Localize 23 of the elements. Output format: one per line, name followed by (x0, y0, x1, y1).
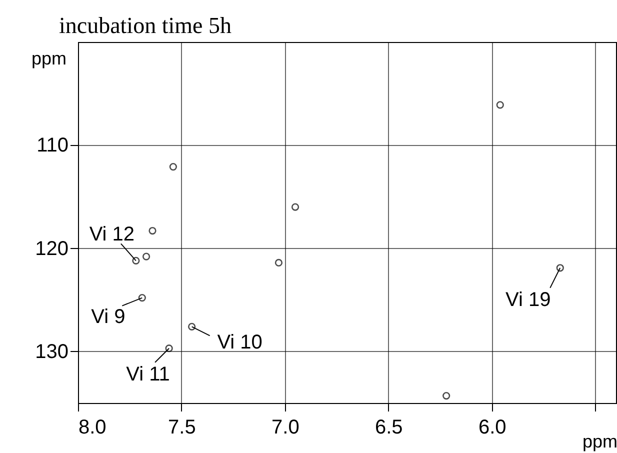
point (496, 101, 504, 109)
point (169, 162, 177, 171)
chart-title: incubation time 5h (58, 13, 232, 38)
y-tick-label: 110 (36, 134, 68, 157)
x-tick-label: 7.5 (168, 416, 196, 438)
annotation: Vi 10 (217, 332, 262, 354)
point (442, 392, 450, 400)
x-tick-label: 7.0 (272, 416, 300, 438)
annotation: Vi 12 (89, 224, 135, 246)
point (148, 226, 156, 235)
x-tick-label: 8.0 (78, 416, 106, 438)
point (291, 203, 300, 211)
annotation: Vi 9 (91, 306, 126, 328)
y-tick-label: 120 (35, 238, 68, 260)
annotation: Vi 11 (126, 363, 170, 386)
x-tick-label: 6.5 (374, 416, 403, 438)
point (274, 258, 283, 267)
y-tick-label: 130 (35, 340, 68, 363)
y-axis-title: ppm (31, 48, 66, 68)
annotation: Vi 19 (506, 288, 551, 311)
x-tick-label: 6.0 (478, 416, 506, 438)
x-axis-title: ppm (582, 432, 617, 452)
point (142, 252, 150, 260)
